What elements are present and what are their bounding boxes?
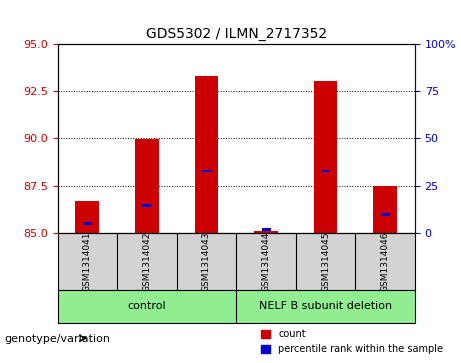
- Bar: [142, 204, 151, 207]
- Text: GSM1314043: GSM1314043: [202, 231, 211, 292]
- Bar: [83, 222, 92, 225]
- Bar: [321, 170, 330, 172]
- Text: GSM1314042: GSM1314042: [142, 231, 152, 292]
- Text: genotype/variation: genotype/variation: [5, 334, 111, 344]
- Bar: [373, 186, 397, 233]
- Bar: [135, 139, 159, 233]
- Text: GSM1314045: GSM1314045: [321, 231, 330, 292]
- Text: NELF B subunit deletion: NELF B subunit deletion: [259, 302, 392, 311]
- Bar: [202, 170, 211, 172]
- Legend: count, percentile rank within the sample: count, percentile rank within the sample: [257, 326, 447, 358]
- Bar: [313, 81, 337, 233]
- Bar: [254, 231, 278, 233]
- Bar: [261, 228, 271, 231]
- Title: GDS5302 / ILMN_2717352: GDS5302 / ILMN_2717352: [146, 27, 327, 41]
- Text: GSM1314046: GSM1314046: [381, 231, 390, 292]
- Text: GSM1314044: GSM1314044: [261, 231, 271, 292]
- Text: GSM1314041: GSM1314041: [83, 231, 92, 292]
- Text: control: control: [128, 302, 166, 311]
- Bar: [76, 201, 99, 233]
- Bar: [381, 213, 390, 216]
- Bar: [195, 76, 219, 233]
